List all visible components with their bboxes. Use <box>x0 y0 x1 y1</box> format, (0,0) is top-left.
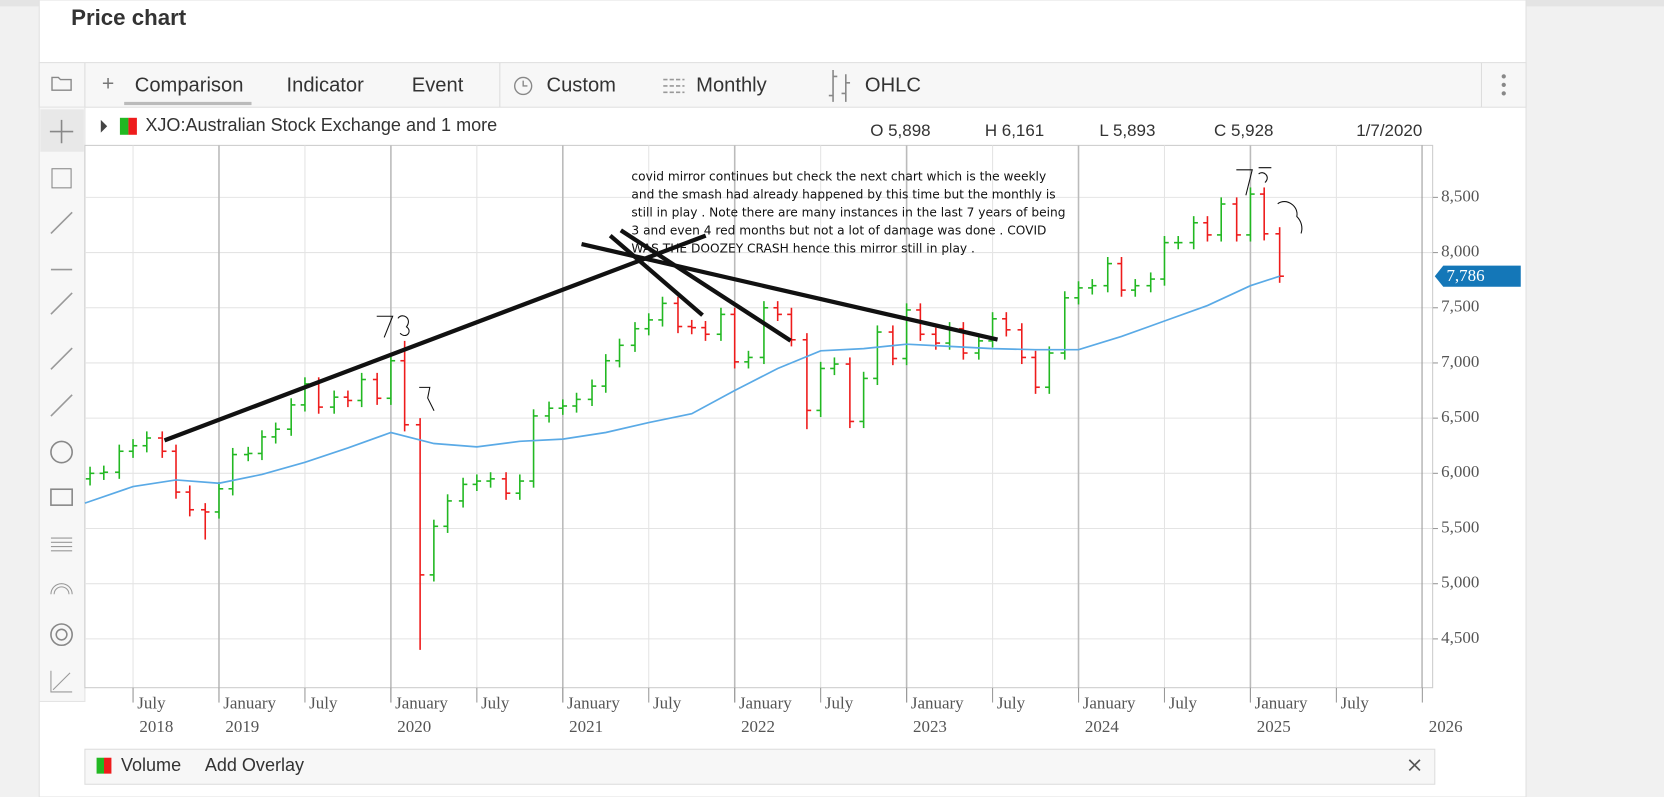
custom-button[interactable]: Custom <box>547 74 616 96</box>
close-volume[interactable] <box>1408 759 1421 772</box>
toolbar <box>38 62 1527 108</box>
y-tick-label: 6,000 <box>1441 462 1479 481</box>
indicator-button[interactable]: Indicator <box>287 74 365 96</box>
x-tick-label: July <box>653 694 682 713</box>
menu-dot <box>1501 91 1506 96</box>
scribble <box>1277 201 1303 234</box>
x-tick-label: July <box>137 694 166 713</box>
x-tick-label: July <box>825 694 854 713</box>
x-tick-label: July <box>481 694 510 713</box>
folder-icon[interactable] <box>51 76 72 91</box>
x-tick-label: July <box>1341 694 1370 713</box>
close-readout: C 5,928 <box>1214 121 1273 140</box>
last-price-tag <box>1434 265 1521 287</box>
y-tick-label: 7,000 <box>1441 352 1479 371</box>
volume-bar <box>84 748 1436 785</box>
x-tick-label: July <box>309 694 338 713</box>
trend-line <box>163 233 707 443</box>
arc-tool[interactable] <box>50 583 73 595</box>
x-tick-label: January <box>1255 694 1308 713</box>
scribble <box>376 315 410 338</box>
year-label: 2026 <box>1429 717 1463 736</box>
period-icon[interactable] <box>663 78 685 94</box>
x-tick-label: January <box>395 694 448 713</box>
year-label: 2025 <box>1257 717 1291 736</box>
event-button[interactable]: Event <box>412 74 464 96</box>
plus-icon[interactable]: + <box>102 73 114 96</box>
x-tick-label: January <box>223 694 276 713</box>
comparison-button[interactable]: Comparison <box>135 74 244 96</box>
fan-tool[interactable] <box>50 670 73 693</box>
x-tick-label: January <box>567 694 620 713</box>
annotation: covid mirror continues but check the nex… <box>631 168 1066 256</box>
active-underline <box>124 101 252 106</box>
y-tick-label: 7,500 <box>1441 297 1479 316</box>
scribble <box>1236 167 1272 196</box>
clock-icon[interactable] <box>514 76 533 96</box>
low-readout: L 5,893 <box>1099 121 1155 140</box>
x-tick-label: January <box>1083 694 1136 713</box>
menu-dot <box>1501 82 1506 88</box>
add-overlay[interactable]: Add Overlay <box>205 755 304 775</box>
x-tick-label: July <box>1169 694 1198 713</box>
expand-arrow[interactable] <box>100 119 108 133</box>
year-label: 2020 <box>397 717 431 736</box>
ohlc-icon[interactable] <box>828 70 851 102</box>
legend-down <box>128 117 137 135</box>
moving-average <box>84 275 1280 504</box>
y-tick-label: 5,500 <box>1441 517 1479 536</box>
legend-up <box>119 117 129 135</box>
y-tick-label: 5,000 <box>1441 573 1479 592</box>
annotation-box: covid mirror continues but check the nex… <box>631 168 1066 256</box>
year-label: 2019 <box>225 717 259 736</box>
rect-tool[interactable] <box>50 488 73 506</box>
y-tick-label: 8,000 <box>1441 241 1479 260</box>
high-readout: H 6,161 <box>985 121 1044 140</box>
scribble <box>419 386 435 411</box>
crosshair-tool[interactable] <box>49 119 74 144</box>
circle-tool[interactable] <box>50 440 73 464</box>
symbol-label: XJO:Australian Stock Exchange and 1 more <box>145 115 497 135</box>
user-drawings <box>163 167 1303 443</box>
year-label: 2018 <box>139 717 173 736</box>
y-tick-label: 6,500 <box>1441 407 1479 426</box>
volume-icon-up <box>96 757 104 774</box>
x-tick-label: January <box>911 694 964 713</box>
period-button[interactable]: Monthly <box>696 74 767 96</box>
text-tool[interactable] <box>51 168 72 189</box>
y-tick-label: 8,500 <box>1441 186 1479 205</box>
x-tick-label: January <box>739 694 792 713</box>
style-button[interactable]: OHLC <box>865 74 921 96</box>
year-label: 2022 <box>741 717 775 736</box>
last-price-label: 7,786 <box>1446 266 1484 285</box>
line-tools[interactable] <box>50 211 73 417</box>
menu-dot[interactable] <box>1501 74 1506 79</box>
x-tick-label: July <box>997 694 1026 713</box>
target-ring <box>55 628 68 641</box>
target-tool[interactable] <box>50 623 73 647</box>
trend-line <box>619 228 792 343</box>
y-tick-label: 4,500 <box>1441 628 1479 647</box>
volume-icon-down <box>104 757 112 774</box>
date-readout: 1/7/2020 <box>1356 121 1422 140</box>
year-label: 2023 <box>913 717 947 736</box>
clock-hands <box>522 80 528 87</box>
fib-tool[interactable] <box>50 537 73 552</box>
open-readout: O 5,898 <box>870 121 930 140</box>
page-title: Price chart <box>71 5 187 30</box>
trend-line <box>581 242 999 342</box>
year-label: 2024 <box>1085 717 1119 736</box>
plot: 4,500 5,000 5,500 6,000 6,500 7,000 7,500 8,000… <box>84 144 1521 736</box>
year-label: 2021 <box>569 717 603 736</box>
volume-label[interactable]: Volume <box>121 755 181 775</box>
trend-line <box>608 233 704 317</box>
